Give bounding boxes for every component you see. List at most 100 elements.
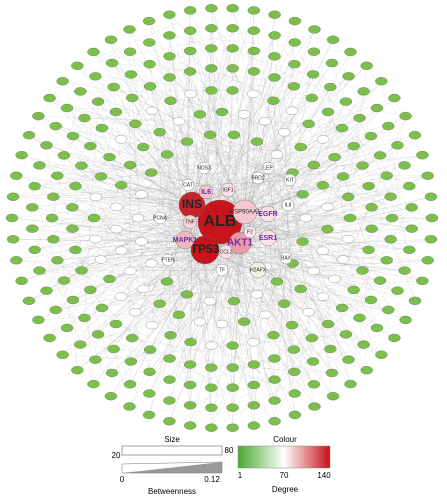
edge [159, 132, 186, 241]
betweenness-max: 0.12 [204, 475, 220, 484]
node-label: ESR1 [259, 235, 277, 242]
node [95, 303, 109, 313]
node [388, 333, 401, 343]
edge [273, 299, 372, 336]
edge [353, 146, 393, 219]
edge [253, 337, 312, 365]
edge [95, 97, 312, 198]
node [131, 213, 145, 223]
node [365, 203, 378, 212]
edge [80, 249, 206, 345]
edge [149, 269, 223, 372]
node [296, 237, 309, 246]
edge [267, 167, 323, 251]
edge [334, 260, 428, 280]
hub-node [182, 214, 198, 230]
node [344, 47, 357, 57]
edge [244, 107, 378, 213]
node [325, 58, 339, 68]
node [105, 368, 119, 378]
edge [84, 117, 206, 251]
node [403, 182, 416, 191]
node [316, 181, 329, 190]
edge [34, 141, 257, 187]
node-label: CAT [183, 182, 193, 188]
node [227, 296, 241, 306]
edge [12, 239, 85, 319]
edge [57, 175, 113, 373]
node [103, 152, 116, 162]
edge [244, 211, 295, 372]
edge [189, 221, 223, 325]
edge [169, 242, 241, 380]
edge [253, 51, 314, 95]
node [143, 82, 157, 91]
node-label: PTEN [161, 257, 175, 263]
node [49, 121, 62, 131]
edge [287, 204, 328, 208]
node [316, 292, 330, 301]
edge [203, 97, 395, 169]
node [250, 137, 264, 146]
edge [13, 179, 291, 197]
edge [221, 323, 314, 362]
node [60, 323, 74, 333]
node [343, 213, 357, 223]
node [6, 192, 20, 201]
degree-label: Degree [272, 485, 299, 494]
node [123, 25, 136, 34]
node [382, 305, 395, 315]
node [66, 295, 80, 305]
edge [46, 56, 170, 291]
edge [32, 135, 372, 229]
node [373, 276, 387, 285]
edge [16, 221, 221, 261]
node [270, 277, 284, 286]
node [184, 89, 197, 99]
node [143, 389, 156, 398]
edge [130, 74, 186, 241]
node [364, 295, 378, 305]
node [339, 97, 353, 106]
node [184, 337, 197, 347]
node [398, 266, 411, 275]
edge [62, 221, 191, 355]
node [47, 192, 60, 201]
hub-node [283, 173, 297, 187]
edge [322, 185, 395, 339]
edge [274, 35, 363, 166]
node [153, 128, 166, 137]
edge [287, 204, 367, 371]
hub-node [161, 253, 175, 267]
node [22, 131, 36, 140]
edge [93, 217, 309, 313]
node [124, 70, 138, 79]
edge [55, 125, 291, 181]
edge [90, 145, 205, 169]
node [305, 333, 319, 343]
node [160, 277, 174, 286]
edge [284, 132, 289, 206]
node [87, 47, 100, 57]
node [163, 52, 176, 61]
edge [57, 260, 275, 380]
node [321, 224, 334, 234]
node [89, 234, 102, 244]
node [287, 82, 301, 91]
node [270, 150, 284, 159]
node [56, 350, 69, 359]
edge [57, 139, 324, 176]
node [356, 266, 369, 275]
node [5, 213, 19, 223]
node [45, 213, 59, 223]
node [137, 284, 150, 294]
node [87, 379, 100, 389]
node [124, 266, 137, 276]
node-label: KIT [286, 177, 294, 183]
hub-node [259, 205, 277, 223]
node [89, 72, 102, 81]
legend: Size 20 80 0 0.12 Betweenness Colour 1 7… [112, 435, 332, 496]
edge [120, 288, 301, 297]
node [305, 93, 319, 103]
node [226, 24, 239, 33]
